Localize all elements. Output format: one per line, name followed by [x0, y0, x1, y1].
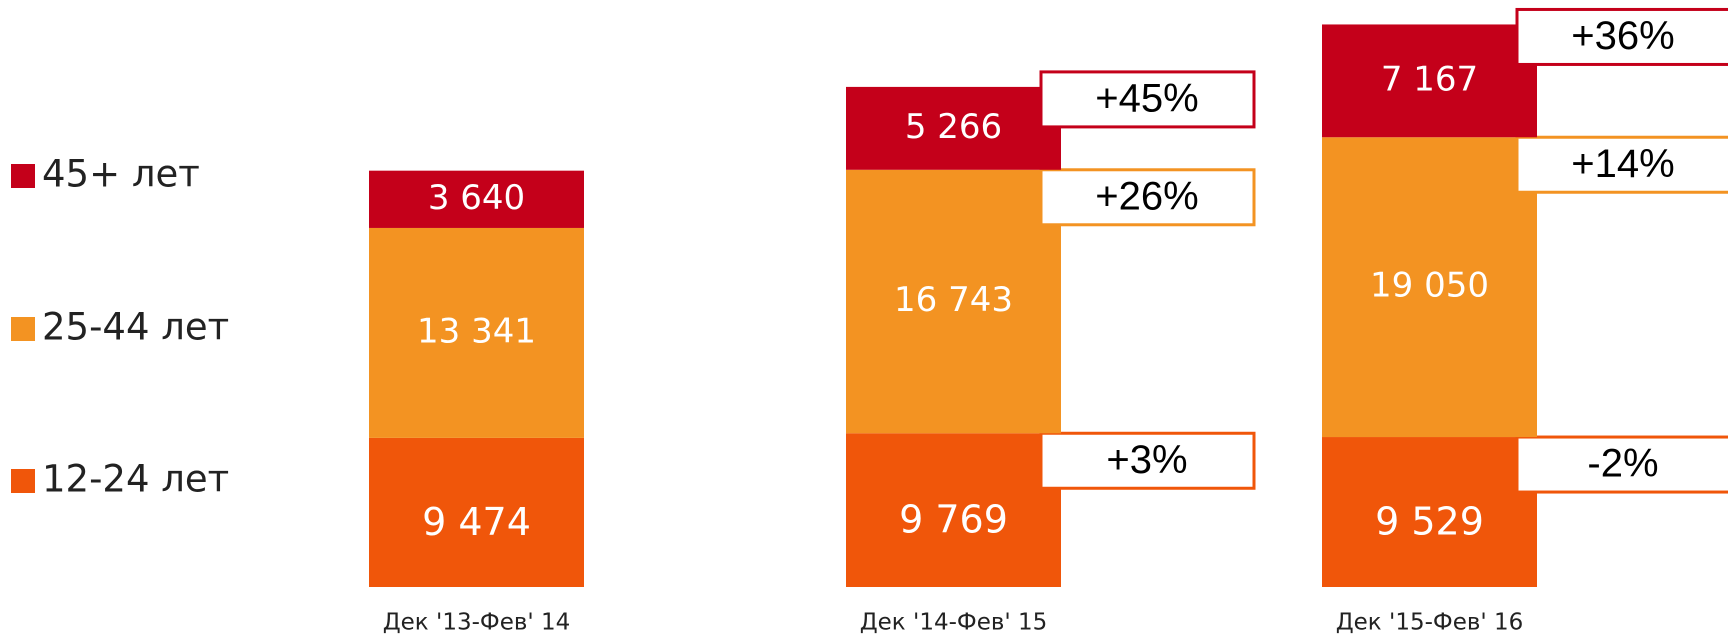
bar-segment [1322, 137, 1537, 438]
change-box [1039, 168, 1256, 227]
x-tick-label: Дек '15-Фев' 16 [1336, 610, 1524, 636]
change-label: +36% [1571, 14, 1674, 58]
change-label: +26% [1095, 174, 1198, 218]
value-label: 13 341 [417, 311, 536, 351]
change-label: +14% [1571, 142, 1674, 186]
value-label: 5 266 [905, 107, 1002, 147]
legend-swatch [11, 317, 35, 341]
value-label: 19 050 [1370, 266, 1489, 306]
change-box [1515, 135, 1728, 194]
x-tick-label: Дек '14-Фев' 15 [860, 610, 1048, 636]
bar-segment [846, 433, 1061, 587]
legend-label: 12-24 лет [42, 458, 229, 501]
bar-segment [1322, 437, 1537, 587]
bar-segment [1322, 24, 1537, 138]
bar-segment [369, 227, 584, 438]
value-label: 16 743 [894, 280, 1013, 320]
change-label: -2% [1587, 442, 1658, 486]
bar-segment [846, 169, 1061, 434]
value-label: 9 529 [1375, 500, 1484, 544]
bar-segment [369, 170, 584, 228]
legend-label: 25-44 лет [42, 306, 229, 349]
value-label: 9 474 [422, 500, 531, 544]
change-box [1515, 435, 1728, 494]
change-box [1039, 70, 1256, 129]
legend-swatch [11, 469, 35, 493]
change-box [1039, 431, 1256, 490]
change-label: +45% [1095, 76, 1198, 120]
value-label: 7 167 [1381, 59, 1478, 99]
change-label: +3% [1106, 438, 1187, 482]
value-label: 9 769 [899, 498, 1008, 542]
x-tick-label: Дек '13-Фев' 14 [383, 610, 571, 636]
legend-swatch [11, 164, 35, 188]
legend-label: 45+ лет [42, 153, 200, 196]
bar-segment [846, 86, 1061, 170]
change-box [1515, 7, 1728, 66]
value-label: 3 640 [428, 178, 525, 218]
bar-segment [369, 437, 584, 587]
